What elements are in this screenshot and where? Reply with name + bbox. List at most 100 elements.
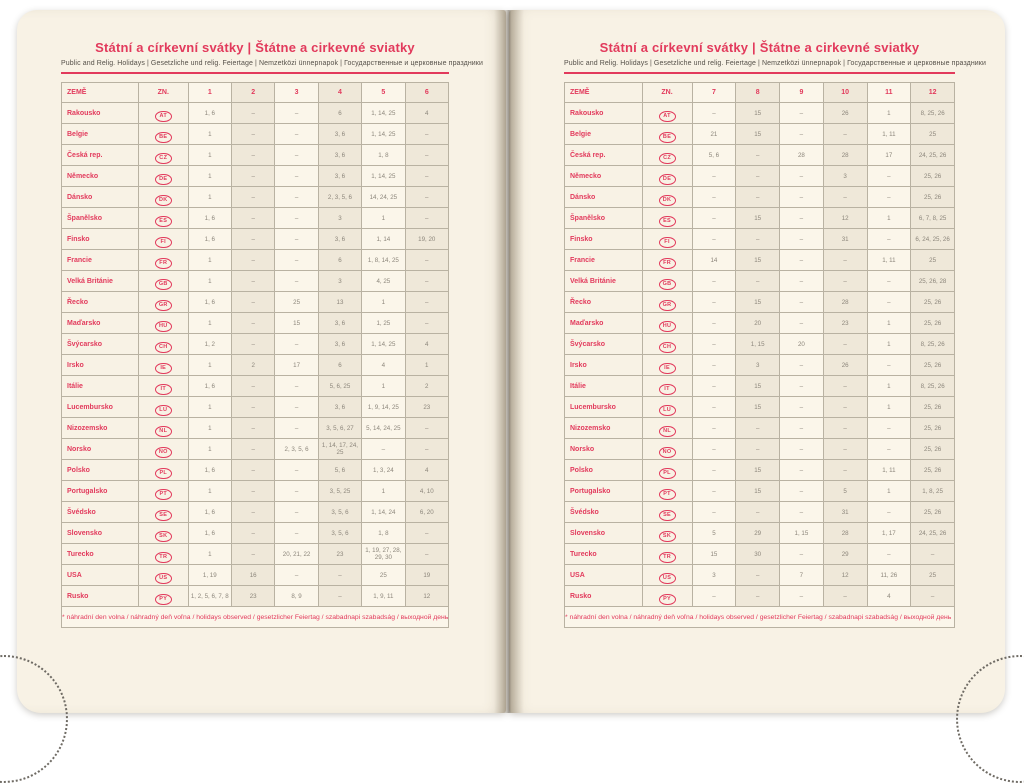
holiday-cell: – <box>822 249 868 271</box>
holiday-cell: 1 <box>187 144 232 166</box>
holiday-cell: 7 <box>779 564 824 586</box>
page-title: Státní a církevní svátky | Štátne a cirk… <box>95 40 415 55</box>
table-row: Rusko PY 1, 2, 5, 6, 7, 8 23 8, 9–1, 9, 11 12 <box>61 585 450 607</box>
page-subtitle: Public and Relig. Holidays | Gesetzliche… <box>564 60 986 67</box>
holiday-cell: 8, 9 <box>274 585 319 607</box>
country-code-badge: LU <box>154 405 172 416</box>
table-row: Velká Británie GB – – – – –25, 26, 28 <box>564 270 955 292</box>
country-code-cell: ES <box>137 207 189 229</box>
footnote-row: * náhradní den volna / náhradný deň voľn… <box>61 606 449 628</box>
holiday-cell: – <box>735 564 781 586</box>
holiday-cell: 20 <box>735 312 781 334</box>
holiday-cell: 1, 17 <box>866 522 912 544</box>
country-name: Švédsko <box>61 501 139 523</box>
holiday-cell: 25, 26 <box>910 354 955 376</box>
table-row: Nizozemsko NL – – – – –25, 26 <box>564 417 955 439</box>
holiday-cell: – <box>691 396 737 418</box>
holiday-cell: 1, 6 <box>187 291 232 313</box>
holiday-cell: – <box>691 228 737 250</box>
holiday-cell: – <box>274 270 319 292</box>
holiday-cell: – <box>691 186 737 208</box>
country-name: Velká Británie <box>564 270 643 292</box>
holiday-cell: 19, 20 <box>404 228 450 250</box>
table-row: Rakousko AT –15–26 1 8, 25, 26 <box>564 102 955 124</box>
holiday-cell: – <box>779 459 824 481</box>
holiday-cell: 25 <box>910 123 955 145</box>
country-code-badge: SE <box>154 510 172 521</box>
holiday-cell: – <box>691 207 737 229</box>
country-name: Řecko <box>61 291 139 313</box>
country-code-badge: US <box>154 573 172 584</box>
column-header-month-10: 10 <box>822 82 868 103</box>
page-right-content: Státní a církevní svátky | Štátne a cirk… <box>509 10 1005 628</box>
column-header-month-12: 12 <box>910 82 955 103</box>
holiday-cell: 15 <box>735 375 781 397</box>
country-code-cell: SE <box>641 501 693 523</box>
country-name: Španělsko <box>564 207 643 229</box>
holiday-cell: – <box>822 438 868 460</box>
table-row: Dánsko DK – – – – –25, 26 <box>564 186 955 208</box>
holiday-cell: 1 <box>187 543 232 565</box>
holiday-cell: 12 <box>822 207 868 229</box>
country-code-badge: IE <box>658 363 676 374</box>
holiday-cell: – <box>910 585 955 607</box>
country-name: Švýcarsko <box>564 333 643 355</box>
holiday-cell: – <box>779 186 824 208</box>
country-code-badge: PL <box>154 468 172 479</box>
holiday-cell: – <box>230 375 276 397</box>
country-name: Turecko <box>564 543 643 565</box>
table-row: Belgie BE 1– –3, 6 1, 14, 25– <box>61 123 450 145</box>
holiday-cell: 23 <box>822 312 868 334</box>
holiday-cell: – <box>274 207 319 229</box>
holiday-cell: 25, 26 <box>910 165 955 187</box>
holiday-cell: 1, 14, 17, 24, 25 <box>317 438 363 460</box>
holiday-cell: 1 <box>866 480 912 502</box>
country-name: Belgie <box>61 123 139 145</box>
holiday-cell: 1, 25 <box>361 312 406 334</box>
holiday-cell: 25, 26 <box>910 396 955 418</box>
holiday-cell: 20, 21, 22 <box>274 543 319 565</box>
holiday-cell: – <box>230 501 276 523</box>
holiday-cell: – <box>822 270 868 292</box>
holiday-cell: 25, 26, 28 <box>910 270 955 292</box>
country-name: Dánsko <box>564 186 643 208</box>
holiday-cell: 1, 6 <box>187 459 232 481</box>
country-code-badge: SK <box>658 531 676 542</box>
country-code-cell: GB <box>641 270 693 292</box>
country-name: Irsko <box>564 354 643 376</box>
country-name: Slovensko <box>564 522 643 544</box>
country-code-badge: GB <box>658 279 676 290</box>
holiday-cell: 15 <box>691 543 737 565</box>
holiday-cell: – <box>274 417 319 439</box>
holiday-cell: – <box>404 144 450 166</box>
holiday-cell: – <box>274 522 319 544</box>
holiday-cell: 1, 15 <box>779 522 824 544</box>
table-row: Česká rep. CZ 5, 6–28 28 17 24, 25, 26 <box>564 144 955 166</box>
holiday-cell: 2 <box>404 375 450 397</box>
country-name: Norsko <box>564 438 643 460</box>
holiday-cell: – <box>779 102 824 124</box>
holiday-cell: 28 <box>822 144 868 166</box>
column-header-month-8: 8 <box>735 82 781 103</box>
column-header-country: ZEMĚ <box>564 82 643 103</box>
table-row: Irsko IE –3–26–25, 26 <box>564 354 955 376</box>
country-name: Norsko <box>61 438 139 460</box>
holiday-cell: 4, 25 <box>361 270 406 292</box>
holiday-cell: 5, 14, 24, 25 <box>361 417 406 439</box>
country-code-badge: TR <box>658 552 676 563</box>
country-code-cell: IT <box>641 375 693 397</box>
holiday-cell: – <box>230 291 276 313</box>
column-header-month-4: 4 <box>317 82 363 103</box>
holiday-cell: – <box>822 396 868 418</box>
holiday-cell: 1, 14, 25 <box>361 123 406 145</box>
holiday-cell: – <box>404 312 450 334</box>
country-code-cell: BE <box>137 123 189 145</box>
country-code-cell: PL <box>137 459 189 481</box>
holiday-cell: – <box>779 375 824 397</box>
holiday-cell: 15 <box>735 123 781 145</box>
holiday-cell: – <box>230 102 276 124</box>
holiday-cell: – <box>274 186 319 208</box>
holiday-cell: – <box>866 438 912 460</box>
country-name: Česká rep. <box>61 144 139 166</box>
